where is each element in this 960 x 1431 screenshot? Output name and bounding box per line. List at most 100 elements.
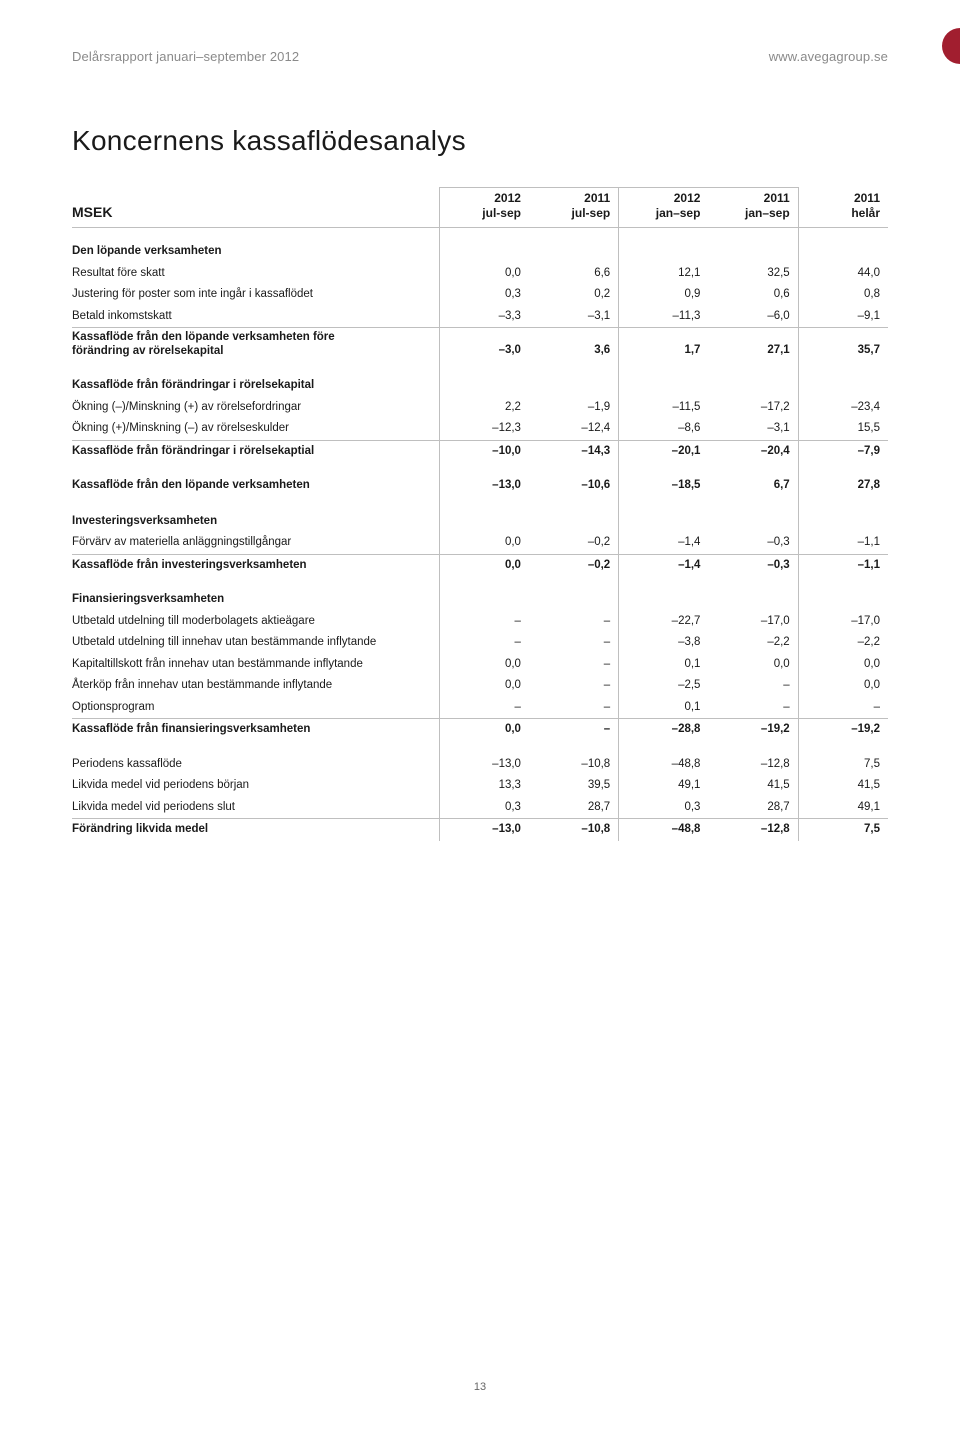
table-cell: 35,7	[798, 328, 888, 362]
table-cell: –2,2	[798, 632, 888, 654]
table-cell: 0,0	[439, 554, 529, 576]
table-cell: 6,7	[708, 462, 798, 498]
table-cell: 0,3	[439, 284, 529, 306]
table-cell: 6,6	[529, 263, 619, 285]
table-cell: –	[529, 697, 619, 719]
table-cell: 0,2	[529, 284, 619, 306]
row-label: Periodens kassaflöde	[72, 741, 439, 776]
table-cell: 28,7	[708, 797, 798, 819]
table-cell: –13,0	[439, 462, 529, 498]
table-cell: 0,3	[619, 797, 709, 819]
table-cell: 0,8	[798, 284, 888, 306]
table-cell: 0,0	[439, 719, 529, 741]
table-cell: –13,0	[439, 741, 529, 776]
subtotal-label: Kassaflöde från investeringsverksamheten	[72, 554, 439, 576]
table-cell: 0,3	[439, 797, 529, 819]
row-label: Likvida medel vid periodens början	[72, 775, 439, 797]
table-cell: –1,1	[798, 554, 888, 576]
table-cell: 28,7	[529, 797, 619, 819]
table-cell: –13,0	[439, 819, 529, 841]
table-cell: 0,0	[439, 263, 529, 285]
table-cell: –20,1	[619, 440, 709, 462]
table-cell: 0,1	[619, 654, 709, 676]
table-cell: –23,4	[798, 397, 888, 419]
table-cell: 44,0	[798, 263, 888, 285]
table-cell: –	[439, 632, 529, 654]
table-cell: –1,4	[619, 532, 709, 554]
page-number: 13	[0, 1380, 960, 1395]
table-cell: 0,6	[708, 284, 798, 306]
header-right: www.avegagroup.se	[769, 48, 888, 66]
table-cell: –0,3	[708, 554, 798, 576]
table-cell: –10,0	[439, 440, 529, 462]
table-cell: –0,2	[529, 532, 619, 554]
table-cell: –12,4	[529, 418, 619, 440]
row-label: Återköp från innehav utan bestämmande in…	[72, 675, 439, 697]
table-cell: –17,0	[708, 611, 798, 633]
table-body: Den löpande verksamhetenResultat före sk…	[72, 228, 888, 841]
row-label: Betald inkomstskatt	[72, 306, 439, 328]
table-cell: 27,1	[708, 328, 798, 362]
table-cell: –	[529, 632, 619, 654]
table-cell: 41,5	[708, 775, 798, 797]
table-cell: –3,1	[708, 418, 798, 440]
section-title: Kassaflöde från förändringar i rörelseka…	[72, 362, 439, 397]
table-cell: 15,5	[798, 418, 888, 440]
col-header-4: 2011helår	[798, 188, 888, 228]
table-cell: –6,0	[708, 306, 798, 328]
table-cell: 0,1	[619, 697, 709, 719]
row-label: Utbetald utdelning till innehav utan bes…	[72, 632, 439, 654]
table-cell: 0,0	[798, 654, 888, 676]
col-header-3: 2011jan–sep	[708, 188, 798, 228]
page-title: Koncernens kassaflödesanalys	[72, 122, 888, 160]
table-cell: –3,1	[529, 306, 619, 328]
table-cell: –1,9	[529, 397, 619, 419]
running-header: Delårsrapport januari–september 2012 www…	[72, 48, 888, 66]
table-cell: –	[708, 675, 798, 697]
row-label: Justering för poster som inte ingår i ka…	[72, 284, 439, 306]
table-cell: 0,9	[619, 284, 709, 306]
table-head: MSEK2012jul-sep2011jul-sep2012jan–sep201…	[72, 188, 888, 228]
table-cell: –3,8	[619, 632, 709, 654]
cashflow-table: MSEK2012jul-sep2011jul-sep2012jan–sep201…	[72, 187, 888, 840]
table-cell: –2,2	[708, 632, 798, 654]
table-cell: –28,8	[619, 719, 709, 741]
table-cell: –0,2	[529, 554, 619, 576]
row-label: Likvida medel vid periodens slut	[72, 797, 439, 819]
col-header-1: 2011jul-sep	[529, 188, 619, 228]
table-cell: –	[798, 697, 888, 719]
table-cell: –1,1	[798, 532, 888, 554]
table-cell: –12,3	[439, 418, 529, 440]
table-cell: –0,3	[708, 532, 798, 554]
col-header-0: 2012jul-sep	[439, 188, 529, 228]
table-cell: 27,8	[798, 462, 888, 498]
row-label: Ökning (–)/Minskning (+) av rörelsefordr…	[72, 397, 439, 419]
table-cell: 39,5	[529, 775, 619, 797]
standalone-label: Kassaflöde från den löpande verksamheten	[72, 462, 439, 498]
table-cell: 41,5	[798, 775, 888, 797]
table-cell: –12,8	[708, 819, 798, 841]
subtotal-label: Kassaflöde från förändringar i rörelseka…	[72, 440, 439, 462]
table-cell: –12,8	[708, 741, 798, 776]
table-cell: –19,2	[798, 719, 888, 741]
col-header-2: 2012jan–sep	[619, 188, 709, 228]
subtotal-label: Kassaflöde från finansieringsverksamhete…	[72, 719, 439, 741]
table-cell: –48,8	[619, 819, 709, 841]
table-cell: –9,1	[798, 306, 888, 328]
table-cell: –20,4	[708, 440, 798, 462]
table-cell: 2,2	[439, 397, 529, 419]
table-cell: 13,3	[439, 775, 529, 797]
table-cell: –	[529, 675, 619, 697]
section-title: Den löpande verksamheten	[72, 228, 439, 263]
row-label: Resultat före skatt	[72, 263, 439, 285]
table-cell: 0,0	[439, 675, 529, 697]
table-cell: –	[439, 697, 529, 719]
subtotal-label: Förändring likvida medel	[72, 819, 439, 841]
table-cell: –11,3	[619, 306, 709, 328]
table-cell: 49,1	[798, 797, 888, 819]
subtotal-label: Kassaflöde från den löpande verksamheten…	[72, 328, 439, 362]
row-label: Optionsprogram	[72, 697, 439, 719]
table-cell: –22,7	[619, 611, 709, 633]
table-cell: 0,0	[439, 654, 529, 676]
table-cell: –3,0	[439, 328, 529, 362]
